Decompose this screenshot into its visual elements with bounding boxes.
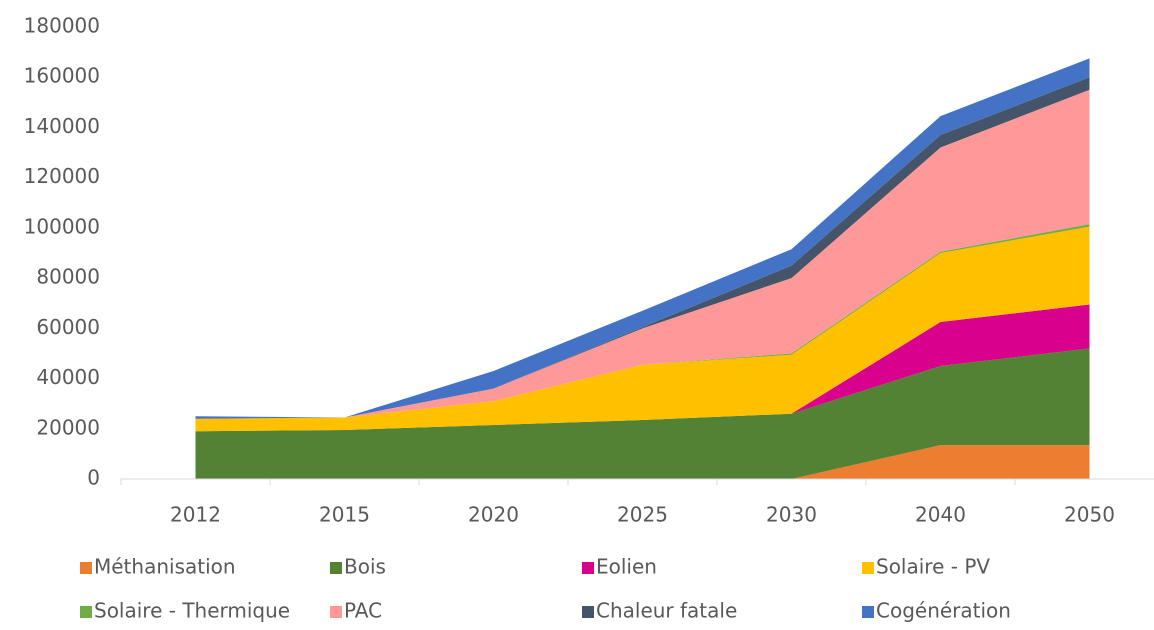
area (195, 89, 1090, 419)
legend-label: Chaleur fatale (596, 599, 737, 623)
legend-swatch (330, 562, 342, 574)
x-tick-label: 2040 (915, 503, 966, 527)
y-tick-label: 40000 (36, 365, 100, 389)
y-tick-label: 80000 (36, 265, 100, 289)
y-tick-label: 100000 (24, 214, 100, 238)
x-tick-label: 2050 (1064, 503, 1115, 527)
area (195, 445, 1090, 479)
y-tick-label: 160000 (24, 64, 100, 88)
legend-label: Solaire - PV (876, 555, 990, 579)
y-tick-label: 120000 (24, 164, 100, 188)
legend-swatch (80, 562, 92, 574)
legend-swatch (582, 562, 594, 574)
legend-label: Cogénération (876, 599, 1011, 623)
y-tick-label: 140000 (24, 114, 100, 138)
x-tick-label: 2012 (170, 503, 221, 527)
x-tick-label: 2020 (468, 503, 519, 527)
x-tick-label: 2030 (766, 503, 817, 527)
y-tick-label: 20000 (36, 415, 100, 439)
area (195, 58, 1090, 419)
area (195, 226, 1090, 432)
legend-label: Eolien (596, 555, 657, 579)
y-tick-label: 180000 (24, 14, 100, 38)
legend-label: Solaire - Thermique (94, 599, 290, 623)
legend-swatch (330, 606, 342, 618)
legend-swatch (582, 606, 594, 618)
legend-label: PAC (344, 599, 382, 623)
area (195, 348, 1090, 479)
legend-label: Bois (344, 555, 386, 579)
legend-swatch (80, 606, 92, 618)
legend-swatch (862, 606, 874, 618)
legend-label: Méthanisation (94, 555, 236, 579)
y-tick-label: 0 (87, 466, 100, 490)
area (195, 304, 1090, 432)
x-tick-label: 2025 (617, 503, 668, 527)
x-tick-label: 2015 (319, 503, 370, 527)
legend-swatch (862, 562, 874, 574)
y-tick-label: 60000 (36, 315, 100, 339)
